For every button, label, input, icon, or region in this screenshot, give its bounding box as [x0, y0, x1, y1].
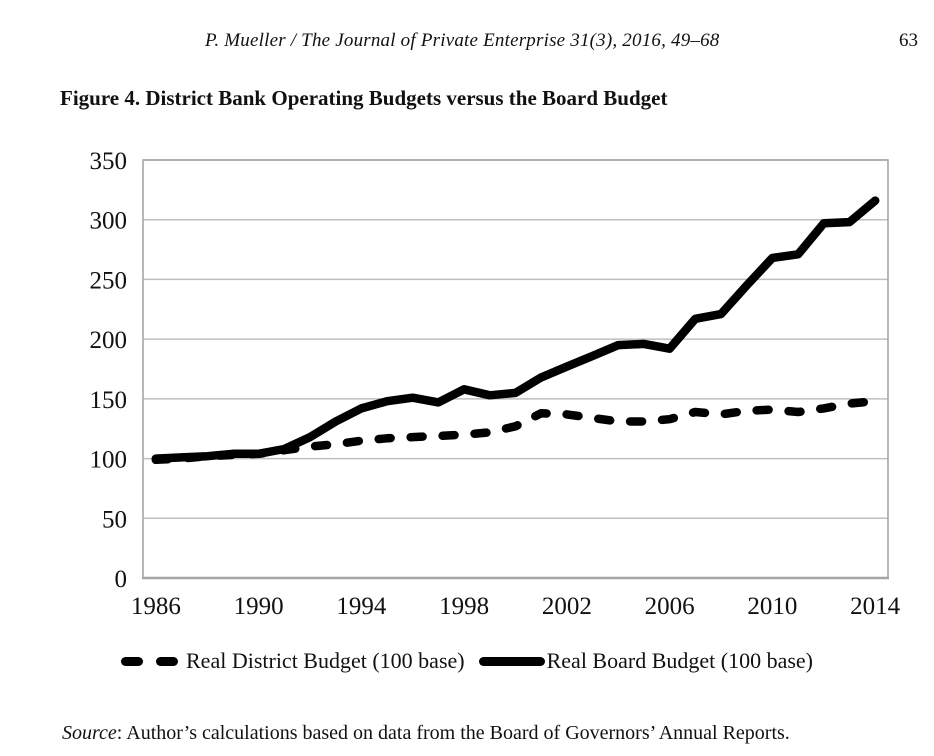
x-axis-tick-label: 2010 [747, 593, 797, 620]
running-header: P. Mueller / The Journal of Private Ente… [205, 30, 720, 51]
legend-board-label: Real Board Budget (100 base) [546, 648, 813, 673]
plot-border [142, 159, 889, 579]
y-axis-tick-label: 350 [90, 148, 128, 175]
x-axis-tick-label: 1986 [131, 593, 181, 620]
district-budget-line [151, 396, 880, 465]
figure-title: Figure 4. District Bank Operating Budget… [60, 86, 668, 110]
board-budget-line [151, 196, 880, 463]
y-axis-tick-label: 250 [90, 267, 128, 294]
board-solid-line-icon [478, 656, 545, 666]
district-dashed-line-icon [121, 656, 178, 666]
y-axis-tick-label: 150 [90, 387, 128, 414]
y-axis-tick-label: 200 [90, 327, 128, 354]
legend-district-label: Real District Budget (100 base) [186, 648, 465, 673]
source-note: Source: Author’s calculations based on d… [62, 722, 790, 745]
legend-item-district: Real District Budget (100 base) [121, 648, 465, 674]
x-axis-tick-label: 1994 [336, 593, 387, 620]
x-axis-tick-label: 2002 [542, 593, 592, 620]
budget-line-chart: 0 50 100 150 200 250 300 350 1986 1990 1994 1998 200… [90, 148, 901, 620]
source-text: : Author’s calculations based on data fr… [116, 722, 790, 744]
x-axis-tick-label: 1990 [234, 593, 284, 620]
legend-item-board: Real Board Budget (100 base) [465, 648, 813, 674]
y-axis-tick-label: 300 [90, 208, 128, 235]
x-axis-tick-label: 1998 [439, 593, 489, 620]
x-axis-tick-label: 2006 [645, 593, 695, 620]
y-axis-tick-label: 50 [102, 506, 127, 533]
source-label: Source [62, 722, 117, 744]
y-axis-tick-label: 100 [90, 447, 128, 474]
page-number: 63 [899, 30, 918, 51]
y-axis-tick-label: 0 [115, 566, 128, 593]
chart-legend: Real District Budget (100 base) Real Boa… [0, 648, 934, 674]
x-axis-tick-label: 2014 [850, 593, 901, 620]
